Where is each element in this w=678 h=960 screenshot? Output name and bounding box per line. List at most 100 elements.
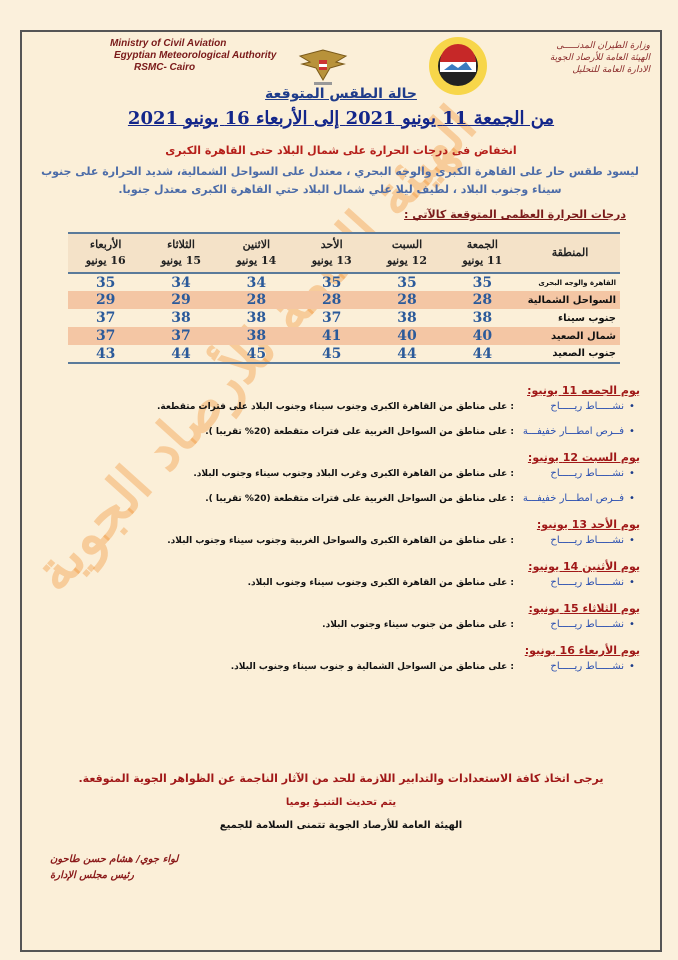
day-name: الثلاثاء — [167, 238, 195, 251]
table-row: جنوب سيناء 38 38 37 38 38 37 — [68, 309, 620, 327]
signature: لواء جوي/ هشام حسن طاحون رئيس مجلس الإدا… — [50, 852, 178, 884]
temperature-cell: 43 — [68, 345, 144, 364]
temperature-cell: 35 — [95, 274, 116, 291]
day-header: الثلاثاء 15 يونيو — [143, 232, 219, 274]
temperature-table: المنطقة الجمعة 11 يونيو السبت 12 يونيو الأحد… — [68, 232, 620, 364]
arabic-header: وزارة الطيران المدنـــــى الهيئة العامة … — [550, 40, 650, 76]
temperature-cell: 29 — [143, 291, 219, 309]
forecast-item: • نشـــــاط ريـــــاح: على مناطق من السوا… — [80, 661, 640, 672]
temperature-cell: 34 — [246, 274, 267, 291]
day-date: 13 يونيو — [311, 254, 352, 267]
phenomenon-label: فــرص امطـــار خفيفـــة — [522, 493, 624, 504]
phenomenon-detail: : على مناطق من القاهرة الكبرى وغرب البلا… — [193, 469, 514, 479]
day-name: السبت — [391, 238, 423, 251]
region-cell: السواحل الشمالية — [520, 291, 620, 309]
temperature-cell: 40 — [444, 327, 520, 345]
region-cell: جنوب سيناء — [558, 312, 616, 324]
day-date: 11 يونيو — [462, 254, 503, 267]
temperature-cell: 37 — [95, 310, 116, 326]
temperature-cell: 40 — [369, 327, 445, 345]
phenomenon-detail: : على مناطق من القاهرة الكبرى والسواحل ا… — [167, 536, 514, 546]
temperature-cell: 28 — [218, 291, 295, 309]
table-header-row: المنطقة الجمعة 11 يونيو السبت 12 يونيو الأحد… — [68, 232, 620, 274]
temperature-cell: 34 — [171, 274, 191, 291]
day-name: الجمعة — [466, 238, 498, 251]
rsmc-name: RSMC- Cairo — [134, 62, 196, 73]
bullet-icon: • — [629, 468, 635, 479]
bullet-icon: • — [629, 661, 635, 672]
forecast-item: • نشـــــاط ريـــــاح: على مناطق من جنوب … — [80, 619, 640, 630]
department-name-ar: الادارة العامة للتحليل — [572, 65, 650, 75]
region-header: المنطقة — [520, 232, 620, 274]
page-title: حالة الطقس المتوقعة — [265, 86, 417, 102]
temperature-cell: 38 — [472, 310, 493, 326]
temperature-cell: 44 — [143, 345, 219, 364]
temperature-cell: 28 — [444, 291, 520, 309]
day-name: الاثنين — [242, 238, 271, 251]
temperature-cell: 29 — [68, 291, 144, 309]
temperature-cell: 38 — [397, 310, 417, 326]
authority-name: Egyptian Meteorological Authority — [114, 50, 277, 61]
temperature-cell: 45 — [294, 345, 370, 364]
update-text: يتم تحديث التنبـؤ يوميا — [285, 797, 397, 808]
temperature-cell: 44 — [444, 345, 520, 364]
phenomenon-label: فــرص امطـــار خفيفـــة — [522, 426, 624, 437]
temperature-cell: 44 — [369, 345, 445, 364]
table-label: درجات الحرارة العظمى المتوقعة كالآتي : — [404, 208, 626, 221]
day-header: الأحد 13 يونيو — [294, 232, 370, 274]
temperature-cell: 37 — [321, 310, 342, 326]
bullet-icon: • — [629, 493, 635, 504]
temperature-cell: 35 — [397, 274, 417, 291]
english-header: Ministry of Civil Aviation Egyptian Mete… — [110, 38, 276, 74]
ministry-name-ar: وزارة الطيران المدنـــــى — [556, 41, 650, 51]
phenomenon-detail: : على مناطق من السواحل الشمالية و جنوب س… — [230, 662, 514, 672]
aviation-eagle-logo — [298, 49, 348, 85]
day-section: يوم الجمعه 11 يونيو: • نشـــــاط ريـــــاح… — [80, 384, 640, 437]
wish-text: الهيئة العامة للأرصاد الجوية تتمنى السلا… — [219, 820, 463, 831]
temperature-cell: 28 — [294, 291, 370, 309]
phenomenon-label: نشـــــاط ريـــــاح — [550, 535, 624, 546]
day-date: 16 يونيو — [85, 254, 126, 267]
meteorological-authority-logo — [429, 37, 487, 95]
phenomenon-label: نشـــــاط ريـــــاح — [550, 468, 624, 479]
daily-forecast: يوم الجمعه 11 يونيو: • نشـــــاط ريـــــاح… — [80, 380, 640, 686]
day-date: 15 يونيو — [161, 254, 201, 267]
phenomenon-detail: : على مناطق من القاهرة الكبرى وجنوب سينا… — [156, 402, 514, 412]
bullet-icon: • — [629, 577, 635, 588]
day-section: يوم الأثنين 14 يونيو: • نشـــــاط ريـــــا… — [80, 560, 640, 588]
phenomenon-detail: : على مناطق من القاهرة الكبرى وجنوب سينا… — [247, 578, 514, 588]
temperature-cell: 28 — [369, 291, 445, 309]
day-header: الاثنين 14 يونيو — [218, 232, 295, 274]
authority-name-ar: الهيئة العامة للأرصاد الجوية — [549, 53, 650, 63]
day-date: 14 يونيو — [236, 254, 277, 267]
bullet-icon: • — [629, 401, 635, 412]
temperature-cell: 37 — [143, 327, 219, 345]
day-header: الجمعة 11 يونيو — [444, 232, 520, 274]
day-name: الأربعاء — [89, 238, 122, 251]
temperature-cell: 38 — [171, 310, 191, 326]
temperature-cell: 38 — [218, 327, 295, 345]
forecast-item: • نشـــــاط ريـــــاح : على مناطق من القاه… — [80, 401, 640, 412]
day-section: يوم الأربعاء 16 يونيو: • نشـــــاط ريـــــ… — [80, 644, 640, 672]
forecast-item: • فــرص امطـــار خفيفـــة: على مناطق من ا… — [80, 493, 640, 504]
document-frame — [20, 30, 662, 952]
temperature-cell: 35 — [321, 274, 342, 291]
region-cell: القاهرة والوجه البحرى — [538, 278, 616, 287]
phenomenon-label: نشـــــاط ريـــــاح — [550, 401, 624, 412]
phenomenon-label: نشـــــاط ريـــــاح — [550, 619, 624, 630]
temperature-cell: 35 — [472, 274, 493, 291]
table-row: السواحل الشمالية 28 28 28 28 29 29 — [68, 291, 620, 309]
day-name: الأحد — [320, 238, 343, 251]
phenomenon-label: نشـــــاط ريـــــاح — [550, 577, 624, 588]
date-range: من الجمعة 11 يونيو 2021 إلى الأربعاء 16 … — [127, 108, 555, 129]
phenomenon-detail: : على مناطق من جنوب سيناء وجنوب البلاد. — [322, 620, 514, 630]
day-section: يوم الأحد 13 يونيو: • نشـــــاط ريـــــاح:… — [80, 518, 640, 546]
day-heading: يوم الأثنين 14 يونيو: — [528, 560, 640, 573]
temperature-cell: 45 — [218, 345, 295, 364]
day-section: يوم السبت 12 يونيو: • نشـــــاط ريـــــاح:… — [80, 451, 640, 504]
day-heading: يوم السبت 12 يونيو: — [527, 451, 640, 464]
signatory-name: لواء جوي/ هشام حسن طاحون — [50, 854, 179, 865]
day-header: الأربعاء 16 يونيو — [68, 232, 144, 274]
advice-text: يرجى اتخاذ كافة الاستعدادات والتدابير ال… — [78, 772, 604, 785]
summary: ليسود طقس حار على القاهرة الكبرى والوجه … — [41, 165, 639, 196]
